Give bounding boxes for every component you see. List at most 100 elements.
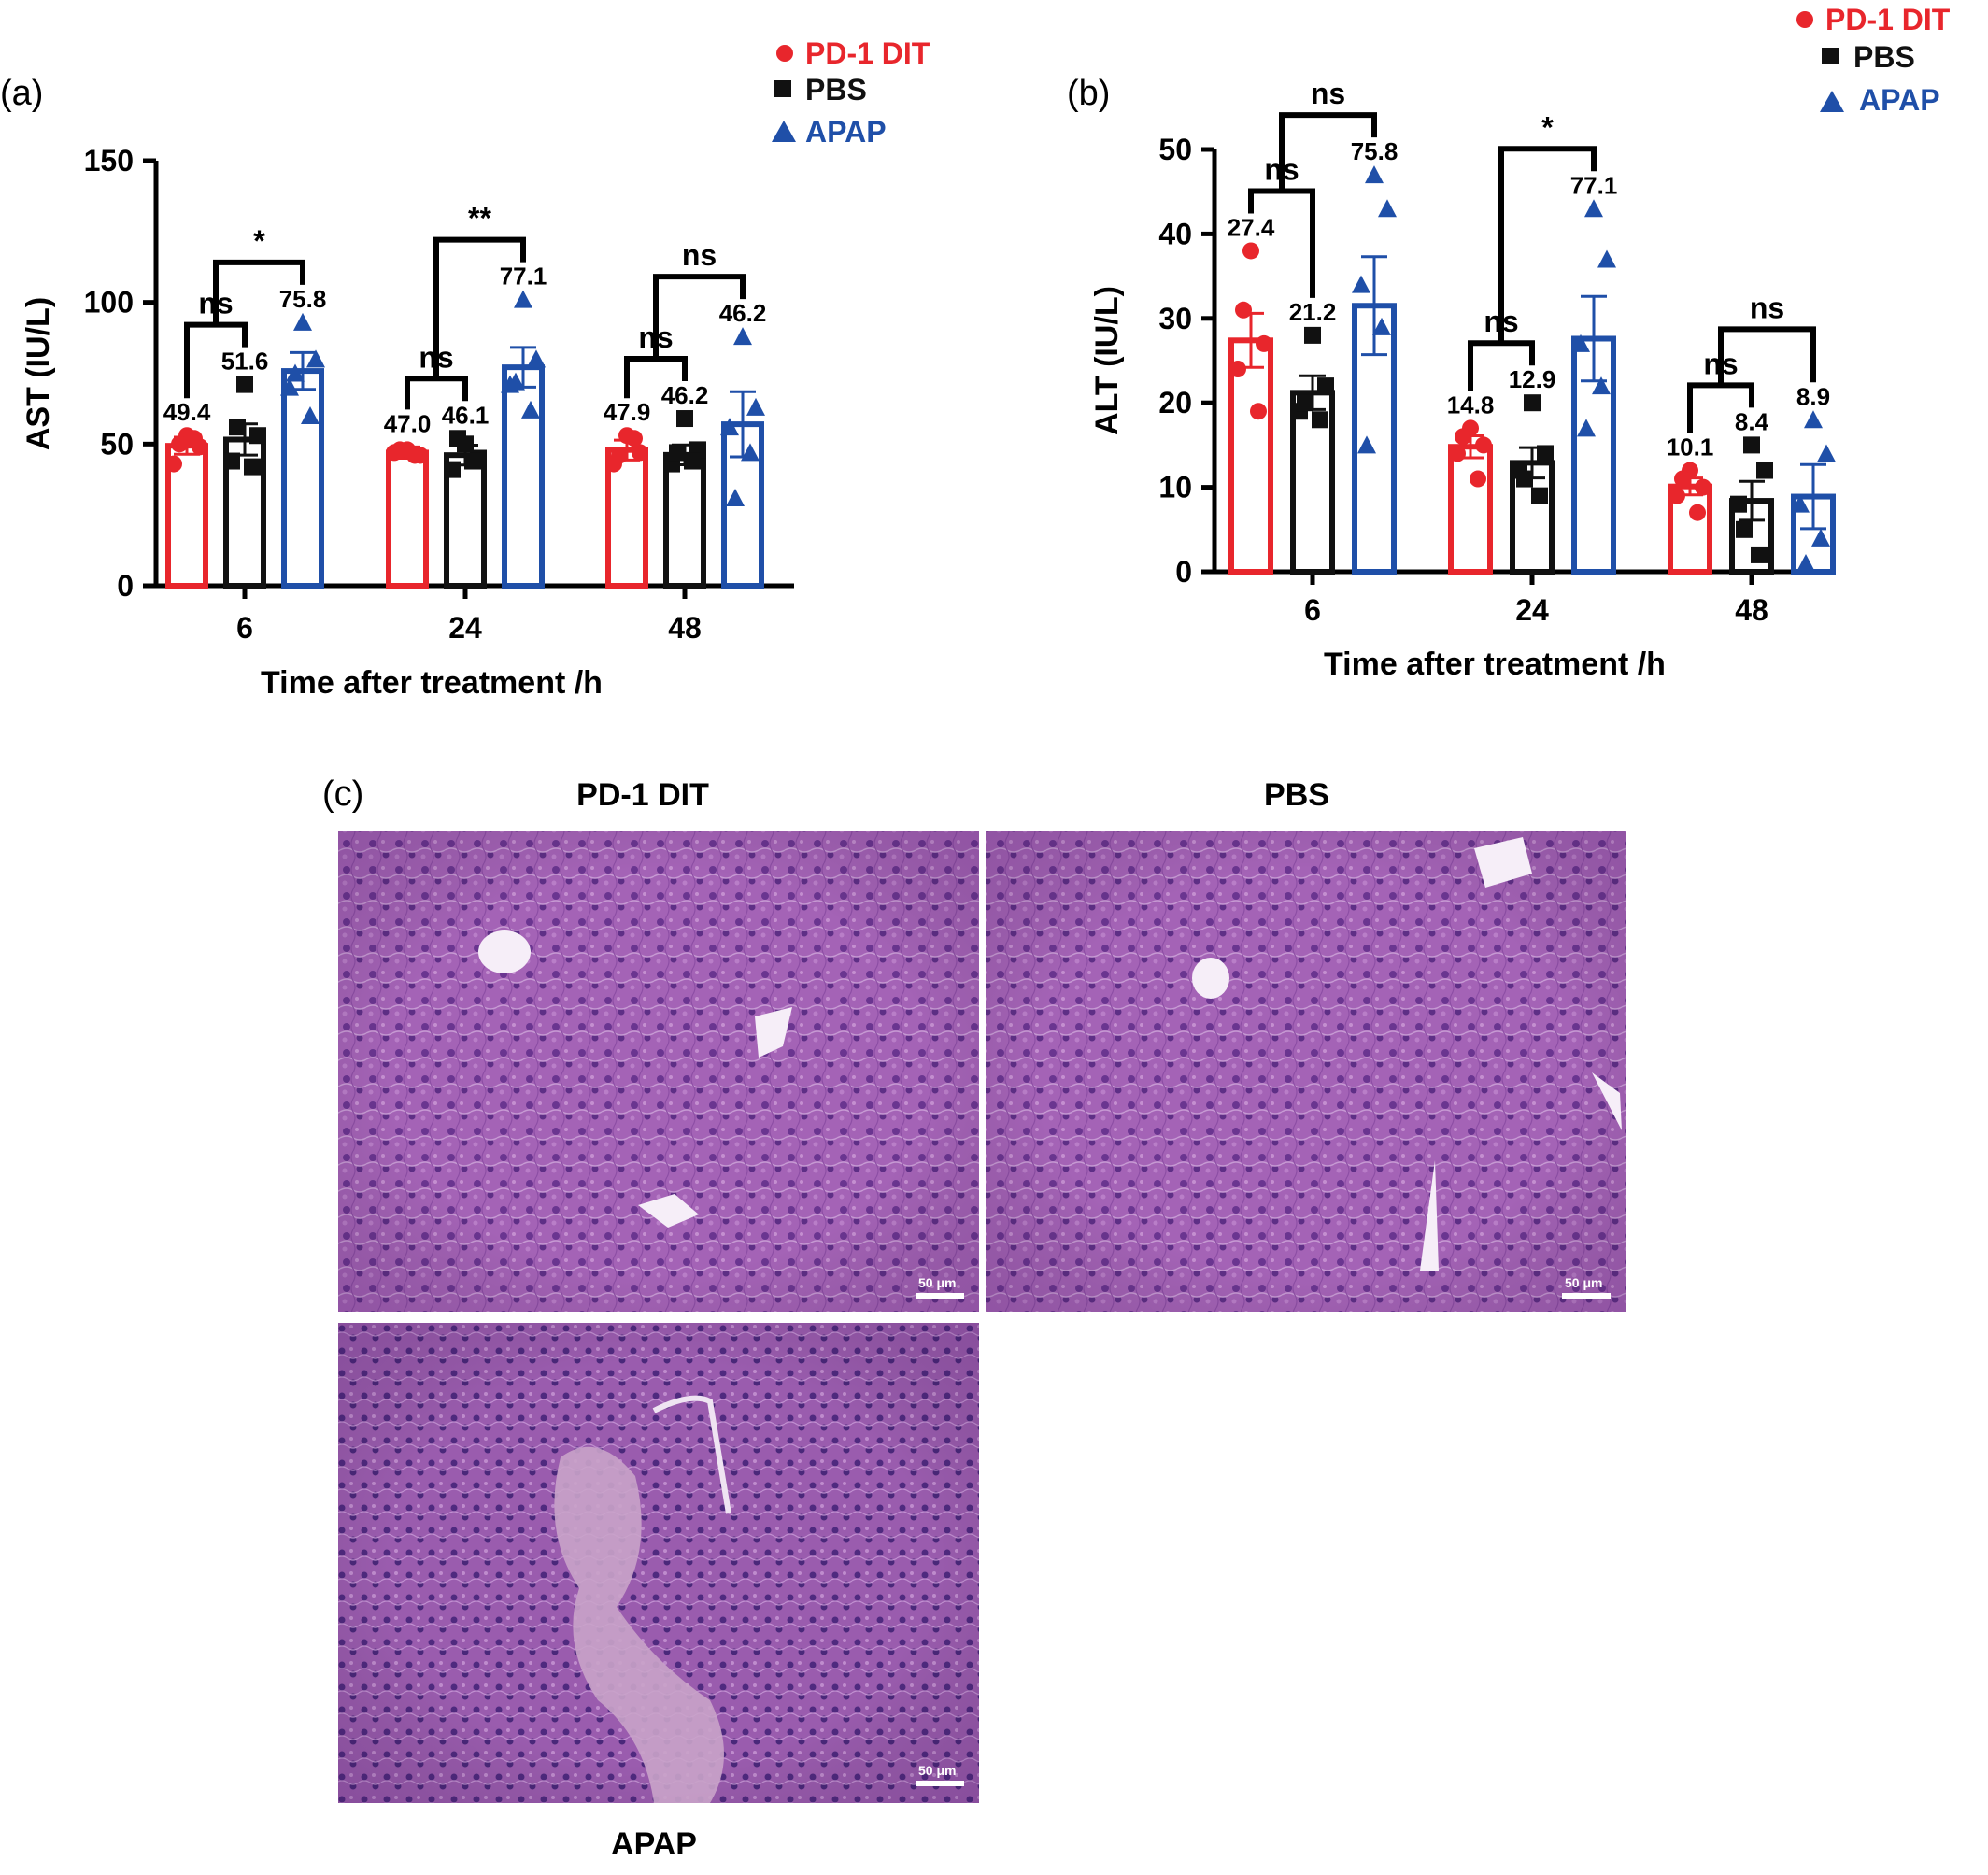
data-point-pd-1-dit bbox=[165, 455, 182, 473]
data-point-pd-1-dit bbox=[391, 441, 408, 459]
data-label: 10.1 bbox=[1667, 433, 1714, 462]
data-point-pbs bbox=[464, 452, 481, 470]
data-point-pd-1-dit bbox=[632, 444, 648, 462]
data-point-pbs bbox=[1751, 546, 1768, 563]
data-point-pbs bbox=[1531, 487, 1548, 504]
micrograph-title-pd1: PD-1 DIT bbox=[576, 777, 709, 813]
x-tick-label: 24 bbox=[1515, 593, 1549, 627]
scale-label-pbs: 50 μm bbox=[1565, 1275, 1602, 1290]
data-point-pbs bbox=[223, 452, 240, 470]
y-axis-title: AST (IU/L) bbox=[21, 297, 56, 450]
data-point-apap bbox=[1811, 528, 1830, 547]
data-point-apap bbox=[1592, 376, 1611, 395]
data-point-pbs bbox=[1516, 470, 1533, 488]
data-point-pd-1-dit bbox=[1674, 470, 1691, 488]
data-point-apap bbox=[1584, 199, 1603, 218]
vessel-wall bbox=[652, 1395, 731, 1514]
data-point-apap bbox=[514, 290, 532, 308]
data-label: 46.2 bbox=[719, 299, 767, 327]
data-point-apap bbox=[1817, 444, 1836, 462]
data-point-apap bbox=[733, 327, 752, 346]
data-point-pbs bbox=[236, 376, 253, 393]
data-point-pbs bbox=[1743, 436, 1760, 454]
data-point-pbs bbox=[449, 430, 466, 447]
data-label: 8.4 bbox=[1735, 407, 1769, 435]
bar-apap-6h bbox=[281, 368, 324, 589]
x-tick-label: 6 bbox=[236, 611, 253, 645]
vessel-lumen bbox=[1420, 1160, 1439, 1271]
data-point-apap bbox=[1796, 553, 1815, 572]
significance-label: ns bbox=[1750, 291, 1784, 324]
legend-marker-apap-b bbox=[1820, 91, 1844, 112]
data-point-pd-1-dit bbox=[1256, 334, 1272, 352]
significance-bracket bbox=[213, 259, 305, 325]
data-point-pbs bbox=[244, 458, 261, 476]
data-label: 21.2 bbox=[1289, 298, 1337, 326]
legend-marker-pbs-a bbox=[774, 80, 791, 97]
y-tick-label: 150 bbox=[84, 144, 134, 178]
data-point-apap bbox=[1577, 419, 1596, 437]
data-point-pd-1-dit bbox=[611, 447, 628, 464]
significance-label: ns bbox=[1311, 77, 1345, 110]
significance-label: ns bbox=[682, 238, 717, 272]
data-point-apap bbox=[293, 312, 312, 331]
y-tick-label: 10 bbox=[1158, 471, 1192, 504]
bar-pd-1-dit-24h bbox=[1448, 444, 1493, 575]
legend-marker-pd1-b bbox=[1796, 11, 1813, 28]
bar-apap-24h bbox=[502, 364, 545, 589]
y-tick-label: 100 bbox=[84, 286, 134, 320]
data-point-pbs bbox=[1524, 394, 1541, 412]
significance-bracket bbox=[1248, 188, 1315, 298]
data-point-pd-1-dit bbox=[186, 430, 203, 447]
data-point-apap bbox=[1365, 165, 1384, 184]
y-tick-label: 0 bbox=[117, 569, 134, 603]
data-point-pd-1-dit bbox=[1475, 436, 1492, 454]
data-label: 51.6 bbox=[221, 348, 269, 376]
micrograph-section: PD-1 DIT PBS APAP 50 μm 50 μm bbox=[338, 777, 1626, 1862]
vessel-lumen bbox=[755, 1007, 792, 1058]
data-point-pd-1-dit bbox=[1242, 242, 1259, 260]
data-point-pd-1-dit bbox=[626, 430, 643, 447]
significance-bracket bbox=[433, 236, 526, 379]
scale-bar-pbs bbox=[1562, 1293, 1611, 1299]
data-point-apap bbox=[306, 349, 325, 368]
y-tick-label: 50 bbox=[100, 427, 134, 461]
bar-pbs-48h bbox=[663, 451, 706, 589]
y-tick-label: 20 bbox=[1158, 386, 1192, 419]
y-axis-title: ALT (IU/L) bbox=[1089, 286, 1125, 435]
data-point-pd-1-dit bbox=[1229, 361, 1246, 378]
data-point-apap bbox=[1372, 317, 1391, 335]
micrograph-title-apap: APAP bbox=[611, 1826, 697, 1862]
data-point-apap bbox=[741, 443, 760, 462]
micrograph-apap: 50 μm bbox=[338, 1323, 979, 1803]
data-label: 27.4 bbox=[1228, 213, 1275, 241]
data-point-apap bbox=[1598, 249, 1616, 268]
data-point-pd-1-dit bbox=[1455, 428, 1471, 446]
panel-letter-c: (c) bbox=[322, 774, 363, 814]
data-point-apap bbox=[726, 488, 745, 506]
alt-legend: PD-1 DIT PBS APAP bbox=[1796, 3, 1951, 117]
vessel-lumen bbox=[478, 930, 531, 973]
vessel-lumen bbox=[638, 1194, 699, 1228]
data-point-pd-1-dit bbox=[1470, 470, 1486, 488]
data-point-apap bbox=[506, 372, 525, 391]
data-point-apap bbox=[1791, 494, 1810, 513]
data-label: 8.9 bbox=[1796, 382, 1830, 410]
data-point-pbs bbox=[676, 410, 693, 428]
data-point-pbs bbox=[1736, 520, 1753, 538]
y-tick-label: 40 bbox=[1158, 217, 1192, 250]
data-point-pbs bbox=[1297, 394, 1314, 412]
data-point-apap bbox=[720, 418, 739, 436]
data-label: 47.9 bbox=[604, 398, 651, 426]
legend-marker-pbs-b bbox=[1822, 48, 1839, 64]
micrograph-pbs: 50 μm bbox=[986, 831, 1626, 1312]
data-point-pd-1-dit bbox=[1668, 487, 1685, 504]
panel-letter-a: (a) bbox=[0, 74, 43, 113]
data-point-pbs bbox=[1304, 326, 1321, 344]
data-point-pbs bbox=[249, 427, 266, 445]
significance-label: * bbox=[253, 224, 265, 258]
data-label: 46.1 bbox=[442, 401, 490, 429]
data-point-pbs bbox=[684, 452, 701, 470]
alt-chart: 0 10 20 30 40 50 6 24 48 ALT (IU/L) Time after tre… bbox=[1089, 77, 1836, 682]
significance-bracket bbox=[1498, 146, 1597, 344]
